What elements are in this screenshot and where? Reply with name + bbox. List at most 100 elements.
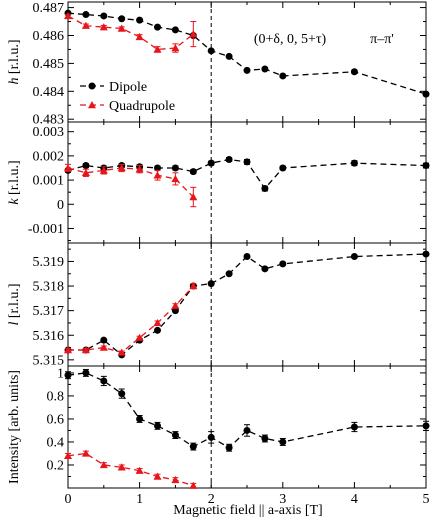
dipole-point — [82, 11, 90, 19]
y-axis-label-symbol: h — [7, 78, 22, 85]
quadrupole-point — [64, 346, 72, 354]
quadrupole-point — [81, 168, 90, 177]
dipole-point — [279, 72, 287, 80]
annotation-polarization: π–π' — [370, 32, 394, 47]
quadrupole-point — [135, 466, 144, 474]
annotation-q: (0+δ, 0, 5+τ) — [254, 32, 327, 47]
y-tick-label: 5.317 — [33, 304, 65, 319]
quadrupole-point — [153, 45, 162, 53]
quadrupole-point — [189, 193, 198, 201]
dipole-point — [225, 270, 233, 278]
dipole-point — [82, 162, 90, 170]
quadrupole-point — [189, 282, 198, 290]
y-axis-label-symbol: k — [7, 198, 22, 205]
y-tick-label: 0.8 — [47, 389, 65, 404]
quadrupole-point — [99, 343, 108, 351]
quadrupole-point — [99, 23, 108, 31]
legend-label: Quadrupole — [109, 99, 175, 114]
dipole-point — [261, 435, 269, 443]
quadrupole-line — [67, 167, 194, 198]
dipole-point — [350, 68, 358, 76]
dipole-point — [350, 423, 358, 431]
quadrupole-point — [81, 346, 90, 354]
x-tick-label: 4 — [351, 492, 358, 507]
dipole-point — [207, 47, 215, 55]
legend: Dipole Quadrupole — [80, 80, 175, 114]
quadrupole-point — [153, 472, 162, 480]
quadrupole-point — [99, 460, 108, 469]
dipole-point — [225, 52, 233, 60]
x-tick-label: 0 — [65, 492, 72, 507]
y-tick-label: 0.6 — [47, 412, 65, 427]
dipole-point — [279, 438, 287, 446]
quadrupole-point — [81, 21, 90, 29]
y-tick-label: 5.315 — [33, 353, 65, 368]
y-axis-label: h [r.l.u.] — [7, 39, 22, 84]
quadrupole-point — [135, 165, 144, 173]
x-axis-label: Magnetic field || a-axis [T] — [173, 503, 322, 518]
panel-frame — [67, 242, 427, 367]
quadrupole-point — [135, 333, 144, 341]
y-tick-label: 0.485 — [33, 57, 65, 72]
y-tick-label: 0.002 — [33, 149, 65, 164]
dipole-point — [100, 12, 108, 20]
dipole-point — [279, 260, 287, 268]
quadrupole-point — [117, 163, 126, 172]
quadrupole-point — [153, 171, 162, 179]
dipole-point — [243, 158, 251, 166]
y-tick-label: 0.001 — [33, 174, 65, 189]
dipole-point — [207, 280, 215, 288]
dipole-point — [118, 15, 126, 23]
dipole-point — [422, 422, 430, 430]
dipole-point — [189, 168, 197, 176]
dipole-point — [422, 162, 430, 170]
dipole-point — [154, 326, 161, 334]
dipole-point — [171, 26, 179, 34]
chart-panels: 0.483 0.484 0.485 0.486 0.487 h [r.l.u.] (0+δ,… — [7, 1, 430, 507]
dipole-point — [279, 164, 287, 172]
x-tick-label: 1 — [136, 492, 143, 507]
quadrupole-point — [64, 451, 72, 459]
y-axis-label: l [r.l.u.] — [7, 284, 22, 326]
panel-4: 0.2 0.4 0.6 0.8 1 Intensity [arb. units] 0 1 2 3 4… — [7, 365, 430, 507]
dipole-point — [243, 253, 251, 261]
y-tick-label: 0.4 — [47, 435, 65, 450]
quadrupole-point — [99, 166, 108, 174]
dipole-point — [261, 65, 269, 73]
quadrupole-point — [117, 24, 126, 32]
quadrupole-point — [171, 301, 180, 309]
dipole-point — [136, 415, 144, 423]
dipole-point — [225, 444, 233, 452]
quadrupole-point — [64, 11, 72, 20]
quadrupole-point — [135, 32, 144, 41]
legend-swatch-marker — [88, 101, 96, 109]
quadrupole-point — [81, 449, 90, 457]
quadrupole-line — [68, 285, 194, 354]
y-tick-label: 1 — [57, 366, 64, 381]
panel-3: 5.315 5.316 5.317 5.318 5.319 l [r.l.u.] — [7, 242, 430, 368]
quadrupole-point — [189, 481, 198, 489]
dipole-point — [154, 422, 161, 430]
x-tick-label: 3 — [279, 492, 286, 507]
dipole-point — [154, 164, 161, 172]
y-tick-label: 0 — [57, 198, 64, 213]
dipole-point — [64, 371, 72, 379]
dipole-point — [225, 156, 233, 164]
x-tick-label: 2 — [208, 492, 215, 507]
dipole-point — [171, 164, 179, 172]
quadrupole-point — [153, 318, 162, 327]
y-axis-label-unit: [r.l.u.] — [7, 160, 22, 198]
y-tick-label: 0.483 — [33, 113, 65, 128]
y-axis-label-unit: [r.l.u.] — [7, 284, 22, 322]
dipole-point — [243, 426, 251, 434]
quadrupole-point — [171, 174, 180, 183]
quadrupole-point — [117, 463, 126, 471]
dipole-point — [100, 377, 108, 385]
dipole-point — [82, 369, 90, 377]
panel-1: 0.483 0.484 0.485 0.486 0.487 h [r.l.u.] (0+δ,… — [7, 1, 430, 128]
dipole-point — [422, 250, 430, 258]
quadrupole-point — [171, 44, 180, 52]
y-tick-label: 5.318 — [33, 280, 65, 295]
dipole-point — [207, 433, 215, 441]
quadrupole-point — [64, 163, 72, 172]
